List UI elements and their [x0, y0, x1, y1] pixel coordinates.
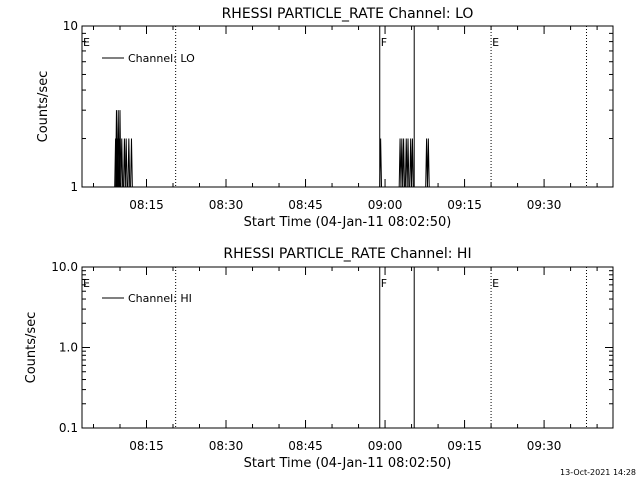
series-spike [130, 138, 133, 188]
series-spike [409, 138, 413, 188]
series-spike [406, 138, 410, 188]
legend-label: Channel: LO [128, 52, 195, 65]
y-tick-label: 10 [63, 19, 78, 33]
footer-date: 13-Oct-2021 14:28 [560, 468, 636, 477]
series-spike [379, 138, 383, 188]
x-tick-label: 08:30 [209, 439, 244, 453]
flag-annotation: E [83, 277, 90, 290]
x-tick-label: 09:30 [527, 198, 562, 212]
series-spike [425, 138, 428, 188]
x-tick-label: 08:45 [288, 198, 323, 212]
x-tick-label: 08:15 [129, 198, 164, 212]
series-spike [400, 138, 404, 188]
flag-annotation: E [492, 36, 499, 49]
series-spike [398, 138, 402, 188]
series-spike [404, 138, 408, 188]
chart-panel-hi: RHESSI PARTICLE_RATE Channel: HI 0.1 1.0 10… [24, 246, 614, 471]
chart-title: RHESSI PARTICLE_RATE Channel: HI [223, 246, 471, 262]
plot-frame [81, 25, 614, 188]
x-axis-label: Start Time (04-Jan-11 08:02:50) [244, 215, 452, 230]
x-tick-label: 08:30 [209, 198, 244, 212]
series-spike [120, 138, 124, 188]
x-tick-label: 08:45 [288, 439, 323, 453]
legend-label: Channel: HI [128, 292, 192, 305]
series-spike [127, 138, 131, 188]
flag-annotation: F [381, 36, 387, 49]
chart-title: RHESSI PARTICLE_RATE Channel: LO [222, 6, 474, 22]
flag-annotation: E [492, 277, 499, 290]
y-tick-label: 1 [70, 180, 78, 194]
x-axis-label: Start Time (04-Jan-11 08:02:50) [244, 456, 452, 471]
x-tick-label: 09:15 [447, 439, 482, 453]
chart-panel-lo: RHESSI PARTICLE_RATE Channel: LO 1 10 08:15… [36, 6, 614, 230]
flag-annotation: E [83, 36, 90, 49]
series-spike [123, 138, 126, 188]
y-tick-label: 0.1 [59, 421, 78, 435]
x-tick-label: 09:30 [527, 439, 562, 453]
series-spike [426, 138, 430, 188]
y-axis-label: Counts/sec [36, 71, 51, 143]
x-tick-label: 08:15 [129, 439, 164, 453]
y-axis-label: Counts/sec [24, 312, 39, 384]
series-spike [118, 110, 122, 188]
x-tick-label: 09:15 [447, 198, 482, 212]
series-spike [411, 138, 414, 188]
x-tick-label: 09:00 [368, 439, 403, 453]
series-spike [402, 138, 405, 188]
x-tick-label: 09:00 [368, 198, 403, 212]
y-tick-label: 1.0 [59, 341, 78, 355]
series-spike [124, 138, 128, 188]
y-tick-label: 10.0 [51, 260, 78, 274]
flag-annotation: F [381, 277, 387, 290]
